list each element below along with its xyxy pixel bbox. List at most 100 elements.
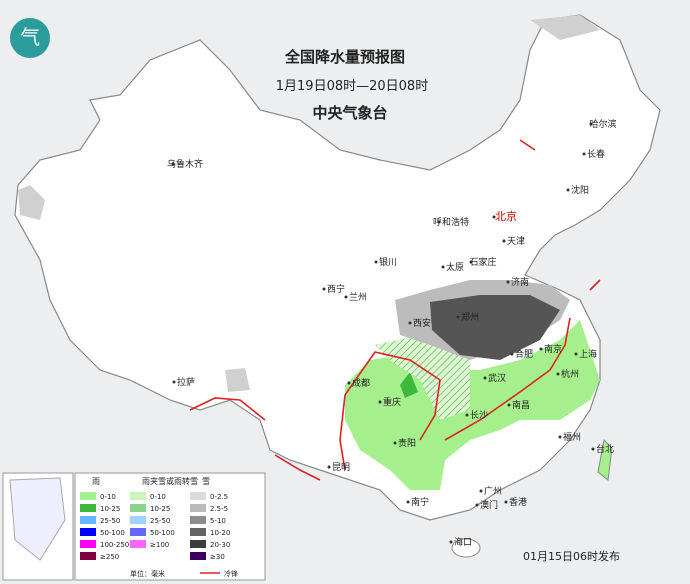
city-dot bbox=[510, 352, 514, 356]
city-label: 拉萨 bbox=[177, 376, 195, 388]
city-label: 海口 bbox=[454, 536, 472, 548]
legend-swatch bbox=[190, 552, 206, 560]
city-label: 太原 bbox=[446, 261, 464, 273]
city-label: 银川 bbox=[379, 256, 397, 268]
city-dot bbox=[504, 500, 508, 504]
city-label: 上海 bbox=[579, 348, 597, 360]
legend-label: 5-10 bbox=[210, 517, 226, 525]
city-label: 南宁 bbox=[411, 496, 429, 508]
city-dot bbox=[479, 489, 483, 493]
city-dot bbox=[591, 447, 595, 451]
logo: 气 bbox=[10, 18, 50, 58]
legend-swatch bbox=[190, 540, 206, 548]
city-dot bbox=[171, 162, 175, 166]
legend-label: ≥250 bbox=[100, 553, 119, 561]
legend-box bbox=[74, 472, 266, 581]
snow-heavy bbox=[430, 295, 560, 360]
city-dot bbox=[456, 315, 460, 319]
city-label: 石家庄 bbox=[469, 256, 496, 268]
city-label: 武汉 bbox=[488, 372, 506, 384]
city-dot bbox=[502, 239, 506, 243]
city-dot bbox=[408, 321, 412, 325]
legend: 雨0-1010-2525-5050-100100-250≥250雨夹雪或雨转雪0… bbox=[80, 476, 238, 578]
legend-label: 10-25 bbox=[100, 505, 120, 513]
city-label: 沈阳 bbox=[571, 184, 589, 196]
city-dot bbox=[406, 500, 410, 504]
mixed-area bbox=[375, 335, 470, 420]
legend-front-label: 冷锋 bbox=[224, 569, 238, 578]
legend-label: 0-10 bbox=[150, 493, 166, 501]
city-label: 台北 bbox=[596, 443, 614, 455]
svg-text:气: 气 bbox=[20, 25, 40, 49]
legend-label: 50-100 bbox=[150, 529, 175, 537]
city-dot bbox=[322, 287, 326, 291]
city-label: 兰州 bbox=[349, 291, 367, 303]
city-label: 贵阳 bbox=[398, 437, 416, 449]
taiwan bbox=[597, 438, 613, 481]
legend-title: 雨夹雪或雨转雪 bbox=[142, 476, 198, 486]
legend-swatch bbox=[130, 540, 146, 548]
city-dot bbox=[574, 352, 578, 356]
city-dot bbox=[475, 503, 479, 507]
cold-front bbox=[189, 139, 601, 481]
legend-label: 50-100 bbox=[100, 529, 125, 537]
city-dot bbox=[441, 265, 445, 269]
city-label: 广州 bbox=[484, 485, 502, 497]
city-label: 呼和浩特 bbox=[433, 216, 469, 228]
city-label: 长春 bbox=[587, 148, 605, 160]
city-label: 北京 bbox=[495, 209, 517, 223]
hainan bbox=[451, 538, 481, 558]
city-label: 乌鲁木齐 bbox=[167, 158, 203, 170]
city-dot bbox=[327, 465, 331, 469]
city-dot bbox=[506, 280, 510, 284]
city-label: 成都 bbox=[352, 377, 370, 389]
city-dot bbox=[556, 372, 560, 376]
city-dot bbox=[347, 381, 351, 385]
city-label: 南昌 bbox=[512, 399, 530, 411]
legend-label: 2.5-5 bbox=[210, 505, 228, 513]
city-dot bbox=[378, 400, 382, 404]
city-dot bbox=[558, 435, 562, 439]
period: 1月19日08时—20日08时 bbox=[276, 79, 428, 94]
legend-unit: 单位：毫米 bbox=[130, 569, 165, 578]
city-dot bbox=[465, 413, 469, 417]
city-label: 福州 bbox=[563, 431, 581, 443]
city-label: 杭州 bbox=[561, 368, 579, 380]
city-label: 昆明 bbox=[332, 462, 350, 473]
city-label: 济南 bbox=[511, 276, 529, 288]
map-title: 全国降水量预报图 bbox=[284, 48, 405, 66]
legend-swatch bbox=[190, 492, 206, 500]
legend-swatch bbox=[80, 552, 96, 560]
legend-label: 25-50 bbox=[150, 517, 170, 525]
issuer: 中央气象台 bbox=[312, 104, 387, 122]
city-dot bbox=[437, 220, 441, 224]
legend-swatch bbox=[190, 516, 206, 524]
city-dot bbox=[566, 188, 570, 192]
legend-swatch bbox=[190, 528, 206, 536]
city-dot bbox=[507, 403, 511, 407]
legend-swatch bbox=[130, 516, 146, 524]
legend-swatch bbox=[80, 492, 96, 500]
city-dot bbox=[344, 295, 348, 299]
legend-swatch bbox=[130, 492, 146, 500]
legend-swatch bbox=[80, 540, 96, 548]
city-dot bbox=[589, 122, 593, 126]
city-dot bbox=[449, 540, 453, 544]
legend-swatch bbox=[80, 528, 96, 536]
city-dot bbox=[172, 380, 176, 384]
legend-label: ≥30 bbox=[210, 553, 225, 561]
city-label: 哈尔滨 bbox=[589, 118, 616, 130]
city-dot bbox=[469, 260, 473, 264]
legend-swatch bbox=[80, 504, 96, 512]
legend-label: 10-20 bbox=[210, 529, 230, 537]
city-label: 郑州 bbox=[461, 311, 479, 323]
legend-swatch bbox=[190, 504, 206, 512]
legend-title: 雪 bbox=[202, 477, 210, 486]
legend-label: 0-2.5 bbox=[210, 493, 228, 501]
city-label: 合肥 bbox=[515, 348, 533, 360]
city-label: 重庆 bbox=[383, 396, 401, 408]
city-label: 天津 bbox=[507, 236, 525, 247]
legend-label: 0-10 bbox=[100, 493, 116, 501]
